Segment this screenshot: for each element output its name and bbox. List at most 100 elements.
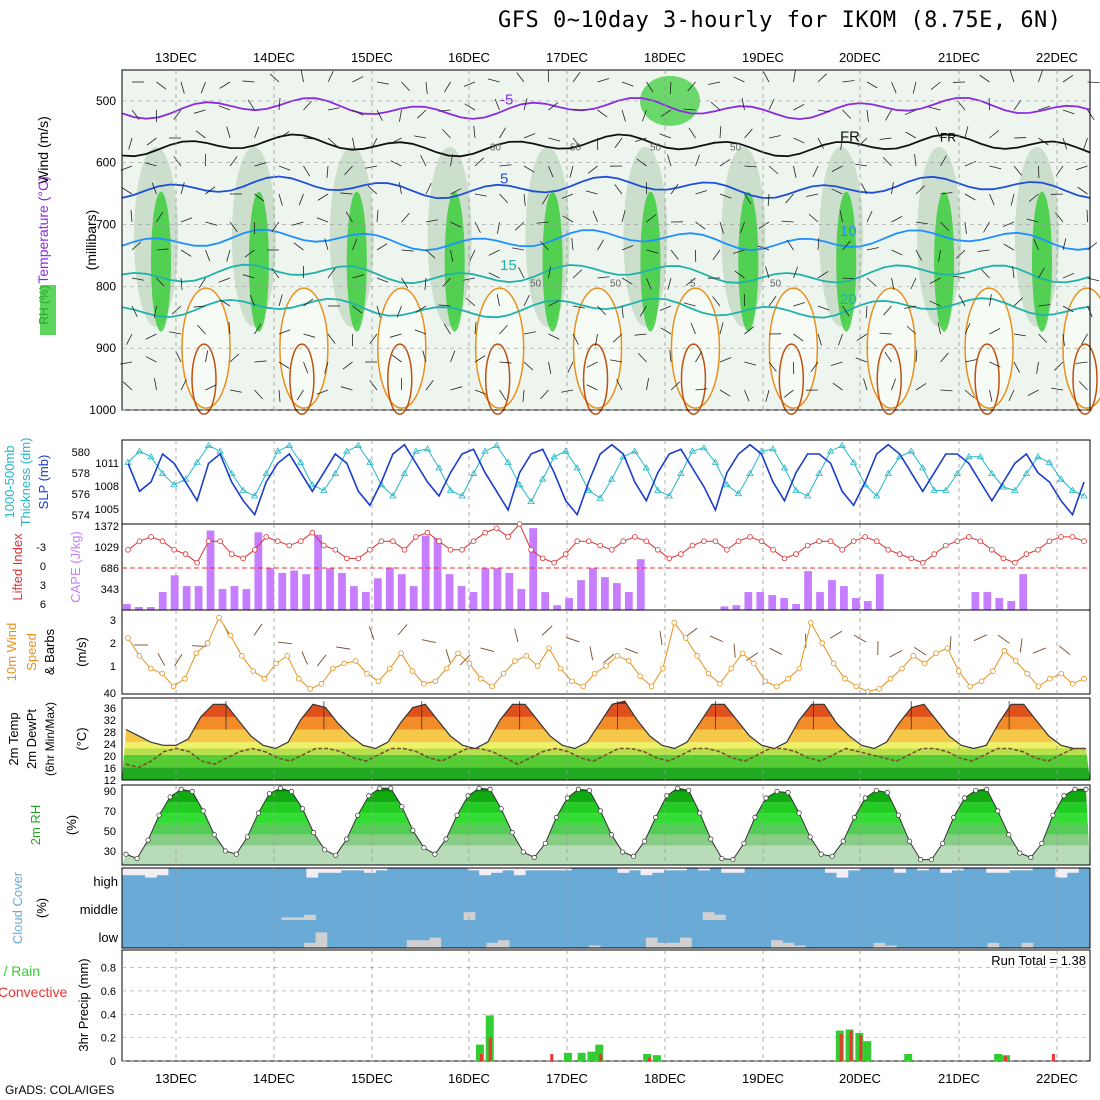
wind-barb bbox=[989, 361, 1001, 368]
li-point bbox=[251, 546, 258, 553]
wind-barb bbox=[817, 73, 827, 83]
wind-barb bbox=[442, 277, 451, 288]
cape-bar bbox=[780, 598, 789, 610]
rh2m-point bbox=[873, 787, 879, 793]
cape-bar bbox=[565, 598, 573, 610]
li-point bbox=[309, 529, 316, 536]
rh2m-point bbox=[928, 857, 935, 863]
wind-barb bbox=[122, 381, 133, 391]
li-point bbox=[459, 546, 465, 553]
wind-barb bbox=[156, 211, 164, 223]
wind-barb bbox=[572, 269, 583, 279]
wind-barb bbox=[959, 295, 966, 307]
rh2m-point bbox=[498, 806, 504, 812]
cape-bar bbox=[720, 606, 729, 610]
cape-bar bbox=[840, 586, 848, 610]
wind-barb bbox=[345, 211, 353, 223]
rh2m-point bbox=[421, 845, 427, 851]
wind-barb bbox=[830, 361, 843, 366]
wind-barb bbox=[621, 245, 634, 251]
li-point bbox=[367, 546, 373, 553]
wind-barb bbox=[1038, 304, 1051, 307]
rh2m-point bbox=[399, 804, 405, 810]
wind10m-speed-point bbox=[694, 653, 700, 659]
wind10m-barb bbox=[336, 646, 351, 650]
li-point bbox=[966, 534, 972, 540]
wind-barb bbox=[1078, 381, 1088, 391]
li-point bbox=[919, 559, 926, 566]
li-point bbox=[747, 534, 753, 540]
wind-barb bbox=[695, 351, 703, 363]
li-point bbox=[263, 534, 270, 540]
wind10m-barb bbox=[685, 627, 698, 637]
temp-contour-25 bbox=[279, 287, 329, 409]
wind-barb bbox=[734, 270, 745, 279]
wind-barb bbox=[1062, 238, 1067, 251]
wind-barb bbox=[838, 333, 843, 346]
rh2m-point bbox=[167, 794, 173, 800]
wind10m-speed-point bbox=[614, 653, 621, 659]
wind-barb bbox=[205, 186, 216, 195]
li-point bbox=[159, 538, 166, 544]
thickness-point bbox=[227, 469, 236, 476]
wind-barb bbox=[866, 210, 873, 223]
li-point bbox=[1081, 538, 1087, 544]
li-point bbox=[136, 538, 143, 544]
li-point bbox=[896, 551, 903, 557]
cloud-bar-high bbox=[479, 868, 492, 876]
rh-band bbox=[122, 845, 1090, 865]
thickness-label-1: 1000-500mb bbox=[2, 446, 17, 519]
thickness-point bbox=[688, 447, 697, 454]
wind-barb bbox=[1038, 137, 1049, 146]
wind-barb bbox=[401, 212, 410, 223]
wind10m-barb bbox=[602, 653, 615, 664]
rh2m-point bbox=[818, 851, 824, 857]
cloud-bar-middle bbox=[281, 917, 294, 920]
wind-barb bbox=[685, 277, 696, 286]
wind10m-speed-point bbox=[944, 645, 951, 651]
wind-barb bbox=[768, 361, 777, 372]
isotherm-line bbox=[121, 297, 1091, 319]
wind-barb bbox=[145, 356, 157, 363]
wind-barb bbox=[670, 381, 681, 391]
wind-barb bbox=[785, 193, 794, 204]
cape-tick: 1372 bbox=[95, 521, 119, 533]
rh-contour-90 bbox=[1032, 191, 1052, 332]
thickness-point bbox=[723, 481, 731, 488]
precip-tick: 0.2 bbox=[101, 1033, 116, 1045]
wind-barb bbox=[964, 359, 977, 363]
cape-bar bbox=[242, 589, 251, 610]
li-point bbox=[182, 551, 189, 557]
cloud-bar-high bbox=[986, 868, 999, 873]
wind-barb bbox=[390, 160, 402, 167]
wind-barb bbox=[488, 249, 500, 256]
wind-barb bbox=[1028, 193, 1039, 202]
wind-barb bbox=[842, 240, 851, 251]
wind-barb bbox=[866, 81, 878, 89]
wind10m-speed-point bbox=[478, 675, 484, 682]
wind-barb bbox=[855, 357, 868, 363]
wind-barb bbox=[621, 109, 626, 122]
wind10m-barb bbox=[997, 634, 1010, 644]
wind-barb bbox=[768, 135, 781, 139]
cape-bar bbox=[744, 592, 753, 610]
cloud-bar-high bbox=[997, 868, 1010, 873]
wind10m-speed-point bbox=[364, 670, 370, 677]
wind10m-speed-point bbox=[125, 635, 131, 641]
cape-bar bbox=[541, 592, 550, 610]
wind-barb bbox=[719, 357, 732, 363]
wind-barb bbox=[964, 126, 969, 139]
wind-barb bbox=[1062, 137, 1068, 150]
wind-barb bbox=[883, 305, 892, 316]
thickness-point bbox=[147, 453, 155, 460]
cloud-bar-low bbox=[657, 942, 669, 948]
wind-barb bbox=[980, 269, 990, 279]
rh2m-point bbox=[520, 849, 526, 855]
wind-barb bbox=[120, 165, 133, 171]
wind-barb bbox=[695, 221, 706, 230]
wind-barb bbox=[327, 137, 338, 147]
wind10m-speed-point bbox=[1024, 670, 1030, 677]
cape-bar bbox=[302, 574, 311, 610]
wind-barb bbox=[376, 210, 379, 223]
cape-bar bbox=[445, 574, 454, 610]
